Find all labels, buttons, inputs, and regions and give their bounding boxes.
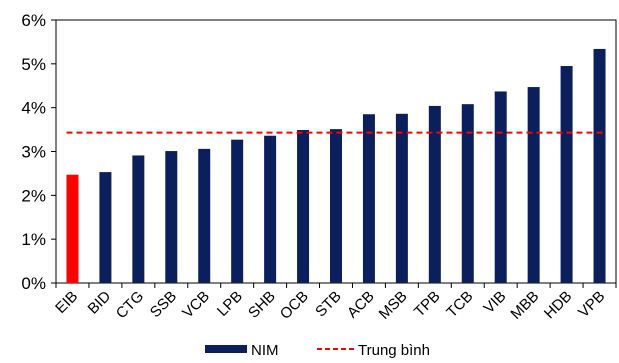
y-axis: 0% 1% 2% 3% 4% 5% 6% [21, 11, 56, 293]
legend: NIM Trung bình [205, 342, 430, 359]
bar-vib [494, 91, 507, 283]
x-tick-label: SHB [245, 288, 279, 322]
legend-nim-label: NIM [251, 342, 279, 359]
x-tick-label: OCB [277, 288, 312, 323]
bar-eib [66, 174, 79, 283]
bar-lpb [231, 139, 244, 283]
x-tick-label: LPB [214, 288, 246, 320]
y-tick-label: 3% [21, 143, 46, 162]
bar-ocb [297, 130, 310, 283]
bar-tcb [461, 104, 474, 283]
bar-bid [99, 172, 112, 283]
bar-hdb [560, 66, 573, 284]
bar-mbb [527, 87, 540, 283]
x-tick-label: ACB [344, 288, 378, 322]
x-tick-label: HDB [541, 288, 575, 322]
x-tick-label: CTG [113, 288, 147, 322]
x-tick-label: STB [312, 288, 345, 321]
bars [66, 48, 606, 284]
bar-msb [395, 113, 408, 283]
bar-stb [330, 129, 342, 283]
x-tick-label: SSB [147, 288, 180, 321]
y-tick-label: 5% [21, 55, 46, 74]
bar-ssb [165, 151, 178, 283]
legend-nim-swatch [205, 345, 247, 353]
y-tick-label: 2% [21, 186, 46, 205]
x-tick-label: MSB [376, 288, 411, 323]
x-tick-label: TPB [411, 288, 444, 321]
y-tick-label: 0% [21, 274, 46, 293]
x-tick-label: VIB [480, 288, 509, 317]
x-tick-label: EIB [52, 288, 81, 317]
y-tick-label: 1% [21, 230, 46, 249]
y-tick-label: 4% [21, 99, 46, 118]
bar-vpb [593, 48, 606, 284]
bar-tpb [428, 105, 441, 283]
bar-ctg [132, 155, 145, 283]
bar-shb [264, 135, 277, 283]
bar-acb [362, 114, 375, 283]
y-tick-label: 6% [21, 11, 46, 30]
x-tick-label: VPB [575, 288, 608, 321]
x-tick-label: BID [85, 288, 115, 318]
legend-average-label: Trung bình [358, 342, 430, 359]
x-tick-label: TCB [443, 288, 476, 321]
bar-vcb [198, 148, 211, 283]
x-tick-label: MBB [507, 288, 542, 323]
x-tick-label: VCB [179, 288, 213, 322]
